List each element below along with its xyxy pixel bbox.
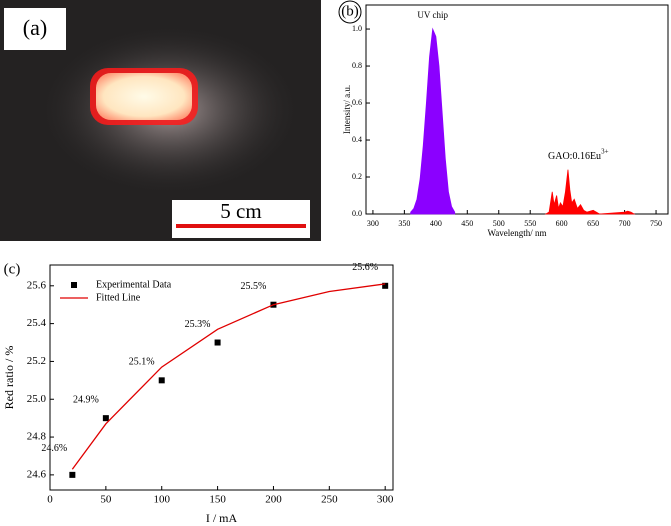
data-point	[69, 471, 76, 478]
x-tick-label: 150	[209, 494, 226, 506]
value-label: 24.9%	[73, 394, 99, 405]
y-tick-label: 25.0	[27, 393, 47, 405]
photo: (a) 5 cm	[0, 0, 321, 241]
scale-bar	[176, 224, 306, 228]
y-tick-label: 0.4	[352, 135, 362, 144]
y-tick-label: 1.0	[352, 24, 362, 33]
legend-marker	[71, 282, 77, 288]
scale-text: 5 cm	[220, 199, 261, 223]
y-tick-label: 0.2	[352, 172, 362, 181]
x-tick-label: 700	[619, 219, 631, 228]
x-tick-label: 600	[556, 219, 568, 228]
plot-frame	[49, 264, 394, 491]
x-tick-label: 100	[153, 494, 170, 506]
y-tick-label: 0.8	[352, 61, 362, 70]
value-label: 25.1%	[129, 357, 155, 368]
y-tick-label: 0.6	[352, 98, 362, 107]
legend-label: Experimental Data	[96, 279, 172, 290]
x-tick-label: 450	[461, 219, 473, 228]
data-point	[214, 339, 221, 346]
x-axis-label: I / mA	[206, 511, 238, 525]
label-circle	[338, 0, 362, 24]
plot-frame	[365, 4, 669, 215]
legend-label: Fitted Line	[96, 292, 141, 303]
x-tick-label: 50	[100, 494, 112, 506]
x-tick-label: 300	[367, 219, 379, 228]
panel-label: (b)	[341, 3, 359, 19]
x-tick-label: 550	[524, 219, 536, 228]
x-tick-label: 750	[650, 219, 662, 228]
fitted-line	[71, 283, 386, 470]
value-label: 24.6%	[41, 443, 67, 454]
x-tick-label: 650	[587, 219, 599, 228]
y-tick-label: 25.2	[27, 355, 46, 367]
spectrum-area	[410, 27, 456, 215]
x-tick-label: 500	[493, 219, 505, 228]
panel-label: (a)	[23, 15, 47, 40]
annotation: GAO:0.16Eu	[548, 151, 601, 162]
value-label: 25.5%	[241, 281, 267, 292]
value-label: 25.3%	[185, 319, 211, 330]
y-tick-label: 24.6	[27, 468, 47, 480]
annotation-sup: 3+	[601, 147, 609, 155]
x-tick-label: 350	[398, 219, 410, 228]
x-tick-label: 300	[377, 494, 394, 506]
annotation: UV chip	[417, 10, 448, 20]
y-tick-label: 24.8	[27, 431, 47, 443]
y-axis-label: Red ratio / %	[2, 346, 16, 410]
data-point	[158, 377, 165, 384]
data-point	[382, 282, 389, 289]
spectrum-area	[544, 169, 636, 215]
y-tick-label: 25.6	[27, 279, 47, 291]
x-tick-label: 200	[265, 494, 282, 506]
data-point	[102, 415, 109, 422]
value-label: 25.6%	[352, 262, 378, 273]
y-tick-label: 0.0	[352, 209, 362, 218]
y-axis-label: Intensity/ a.u.	[342, 85, 352, 134]
x-tick-label: 400	[430, 219, 442, 228]
x-tick-label: 250	[321, 494, 338, 506]
x-axis-label: Wavelength/ nm	[487, 228, 546, 238]
x-tick-label: 0	[47, 494, 53, 506]
panel-label: (c)	[4, 261, 21, 277]
y-tick-label: 25.4	[27, 317, 47, 329]
